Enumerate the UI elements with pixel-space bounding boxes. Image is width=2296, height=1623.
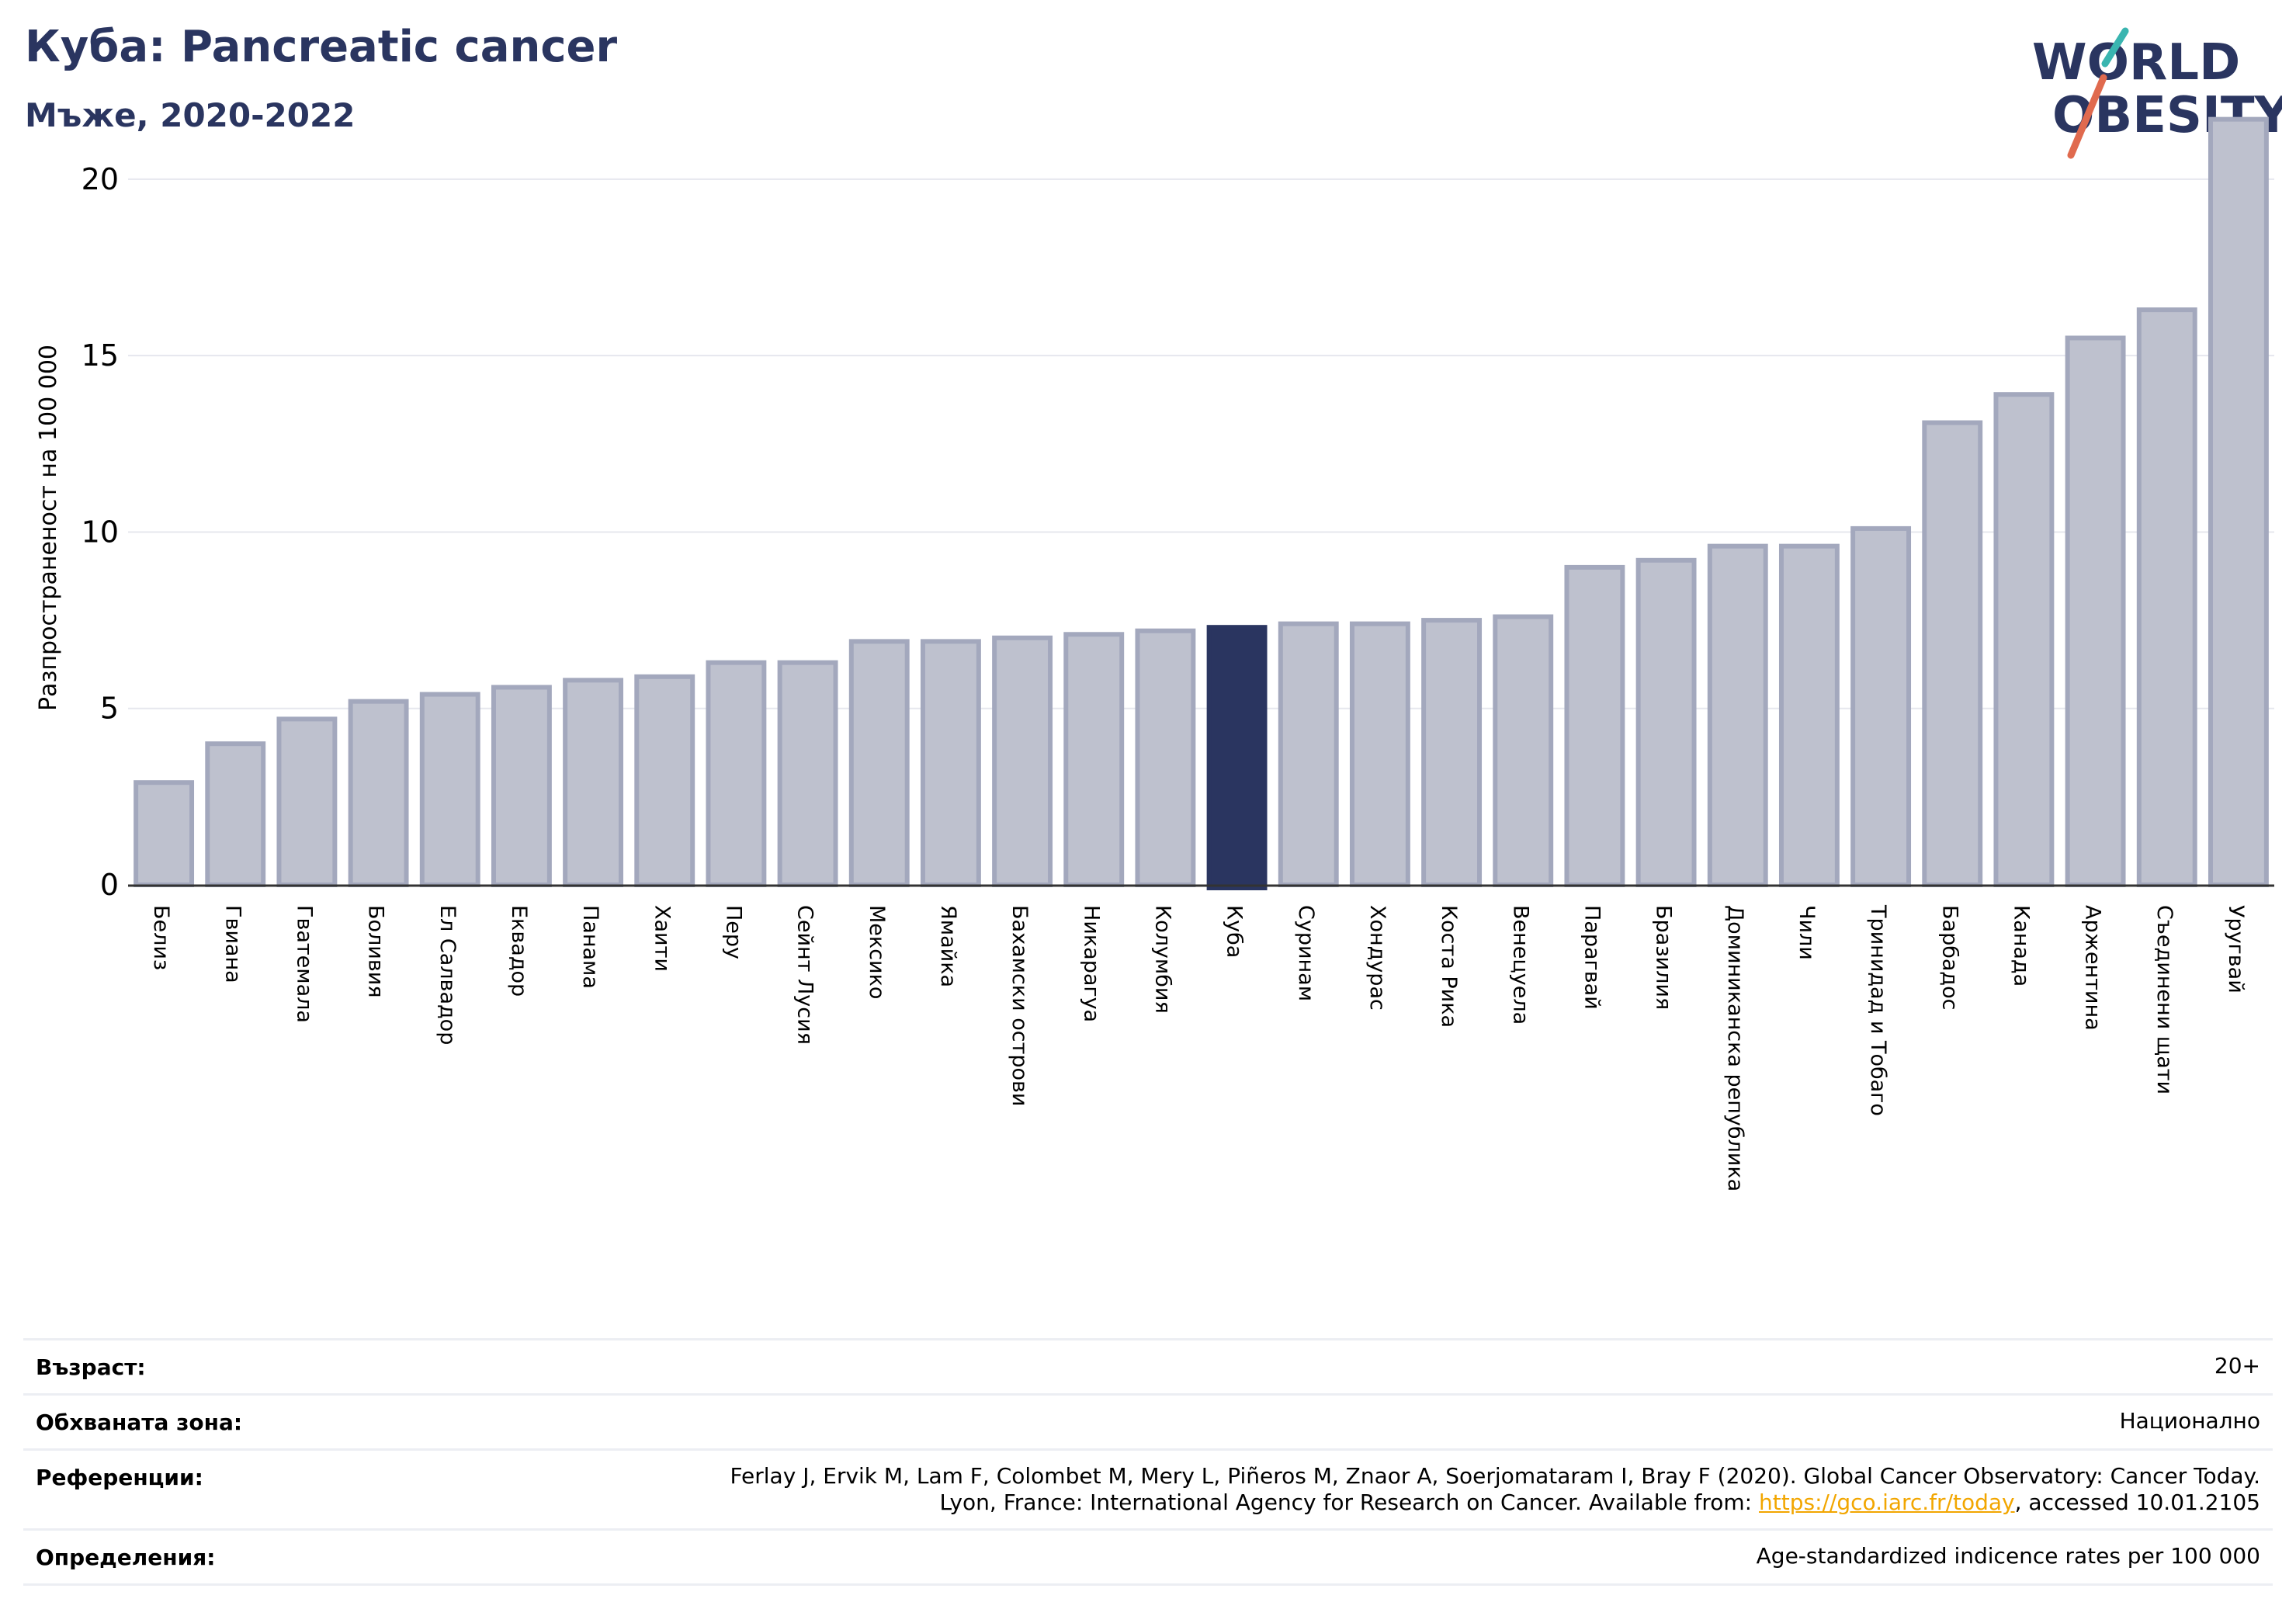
page-title: Куба: Pancreatic cancer	[25, 22, 618, 72]
bar-7	[563, 678, 624, 887]
bar-12	[920, 639, 981, 887]
coverage-label: Обхваната зона:	[36, 1410, 243, 1435]
x-tick-label: Гватемала	[292, 905, 316, 1023]
references-line2-post: , accessed 10.01.2105	[2014, 1489, 2260, 1515]
bar-18	[1349, 621, 1410, 887]
x-tick-label: Суринам	[1294, 905, 1318, 1001]
x-tick-label: Парагвай	[1580, 905, 1604, 1010]
info-row-age: Възраст: 20+	[23, 1338, 2273, 1393]
x-tick-label: Бразилия	[1652, 905, 1676, 1010]
bar-9	[706, 660, 767, 887]
bar-8	[634, 674, 695, 887]
x-tick-label: Доминиканска република	[1723, 905, 1747, 1191]
bar-27	[1993, 392, 2055, 887]
references-value: Ferlay J, Ervik M, Lam F, Colombet M, Me…	[730, 1463, 2260, 1516]
definitions-label: Определения:	[36, 1545, 216, 1570]
bar-29	[2136, 307, 2197, 888]
x-tick-label: Ел Салвадор	[435, 905, 460, 1045]
x-tick-label: Сейнт Лусия	[793, 905, 817, 1045]
x-tick-label: Перу	[721, 905, 745, 959]
logo-slash-top	[2101, 27, 2129, 68]
bar-6	[491, 685, 552, 887]
x-tick-label: Уругвай	[2224, 905, 2248, 994]
bar-24	[1778, 543, 1840, 887]
references-line2-pre: Lyon, France: International Agency for R…	[939, 1489, 1759, 1515]
x-tick-label: Венецуела	[1508, 905, 1532, 1025]
bar-11	[848, 639, 910, 887]
references-link[interactable]: https://gco.iarc.fr/today	[1759, 1489, 2015, 1515]
x-tick-label: Тринидад и Тобаго	[1866, 904, 1890, 1116]
x-tick-label: Панама	[578, 905, 602, 989]
x-tick-label: Съединени щати	[2152, 905, 2176, 1094]
bar-10	[777, 660, 838, 887]
x-tick-label: Боливия	[364, 905, 388, 998]
y-axis-label: Разпространеност на 100 000	[35, 345, 62, 711]
x-tick-label: Еквадор	[507, 905, 531, 997]
y-tick-label: 20	[82, 162, 119, 196]
x-tick-label: Белиз	[149, 905, 173, 970]
x-tick-label: Хаити	[650, 905, 674, 972]
y-tick-label: 10	[82, 515, 119, 549]
coverage-value: Национално	[2119, 1408, 2260, 1434]
x-tick-label: Ямайка	[936, 905, 960, 987]
y-tick-label: 5	[100, 692, 119, 726]
bar-21	[1564, 564, 1625, 888]
bar-26	[1922, 420, 1983, 887]
info-table: Възраст: 20+ Обхваната зона: Национално …	[23, 1338, 2273, 1586]
age-label: Възраст:	[36, 1354, 146, 1380]
info-row-coverage: Обхваната зона: Национално	[23, 1393, 2273, 1448]
x-tick-label: Мексико	[865, 905, 889, 999]
references-line2: Lyon, France: International Agency for R…	[730, 1489, 2260, 1516]
y-axis-ticks: 0 5 10 15 20	[82, 162, 119, 902]
bar-3	[276, 716, 338, 888]
info-row-definitions: Определения: Age-standardized indicence …	[23, 1528, 2273, 1586]
bar-4	[348, 699, 409, 887]
x-tick-label: Барбадос	[1937, 905, 1961, 1010]
x-tick-label: Куба	[1223, 905, 1247, 958]
bar-22	[1635, 557, 1697, 887]
x-tick-label: Гвиана	[220, 905, 245, 983]
x-tick-label: Чили	[1795, 905, 1819, 960]
logo-slash-bottom	[2067, 74, 2107, 159]
y-tick-label: 15	[82, 338, 119, 373]
bar-23	[1707, 543, 1768, 887]
page-subtitle: Мъже, 2020-2022	[25, 96, 355, 134]
bar-15	[1135, 628, 1196, 888]
bar-14	[1063, 632, 1125, 887]
definitions-value: Age-standardized indicence rates per 100…	[1756, 1543, 2260, 1569]
x-axis-labels: Белиз Гвиана Гватемала Боливия Ел Салвадор Ек…	[149, 904, 2248, 1191]
bar-5	[419, 692, 480, 888]
bar-13	[992, 635, 1053, 887]
bar-17	[1278, 621, 1339, 887]
bar-16	[1206, 625, 1268, 890]
bar-28	[2065, 335, 2126, 888]
x-tick-label: Аржентина	[2081, 905, 2105, 1031]
logo-line1: WORLD	[2032, 34, 2240, 92]
x-tick-label: Никарагуа	[1079, 905, 1103, 1022]
info-row-references: Референции: Ferlay J, Ervik M, Lam F, Co…	[23, 1448, 2273, 1528]
references-label: Референции:	[36, 1465, 203, 1490]
bar-20	[1493, 614, 1554, 888]
x-tick-label: Коста Рика	[1437, 905, 1461, 1028]
references-line1: Ferlay J, Ervik M, Lam F, Colombet M, Me…	[730, 1463, 2260, 1489]
bar-30	[2208, 116, 2269, 888]
bar-2	[205, 741, 266, 887]
bar-1	[134, 780, 195, 887]
bar-25	[1850, 525, 1912, 888]
y-tick-label: 0	[100, 868, 119, 902]
x-tick-label: Хондурас	[1365, 905, 1389, 1011]
gridlines	[128, 178, 2274, 709]
bar-chart: 0 5 10 15 20 Белиз Гвиана Гватемала Боливия Ел С…	[35, 116, 2274, 1191]
x-tick-label: Колумбия	[1150, 905, 1174, 1014]
x-tick-label: Бахамски острови	[1008, 905, 1032, 1106]
bar-19	[1421, 618, 1483, 887]
x-tick-label: Канада	[2009, 905, 2033, 987]
bars	[134, 116, 2269, 890]
age-value: 20+	[2214, 1353, 2260, 1379]
